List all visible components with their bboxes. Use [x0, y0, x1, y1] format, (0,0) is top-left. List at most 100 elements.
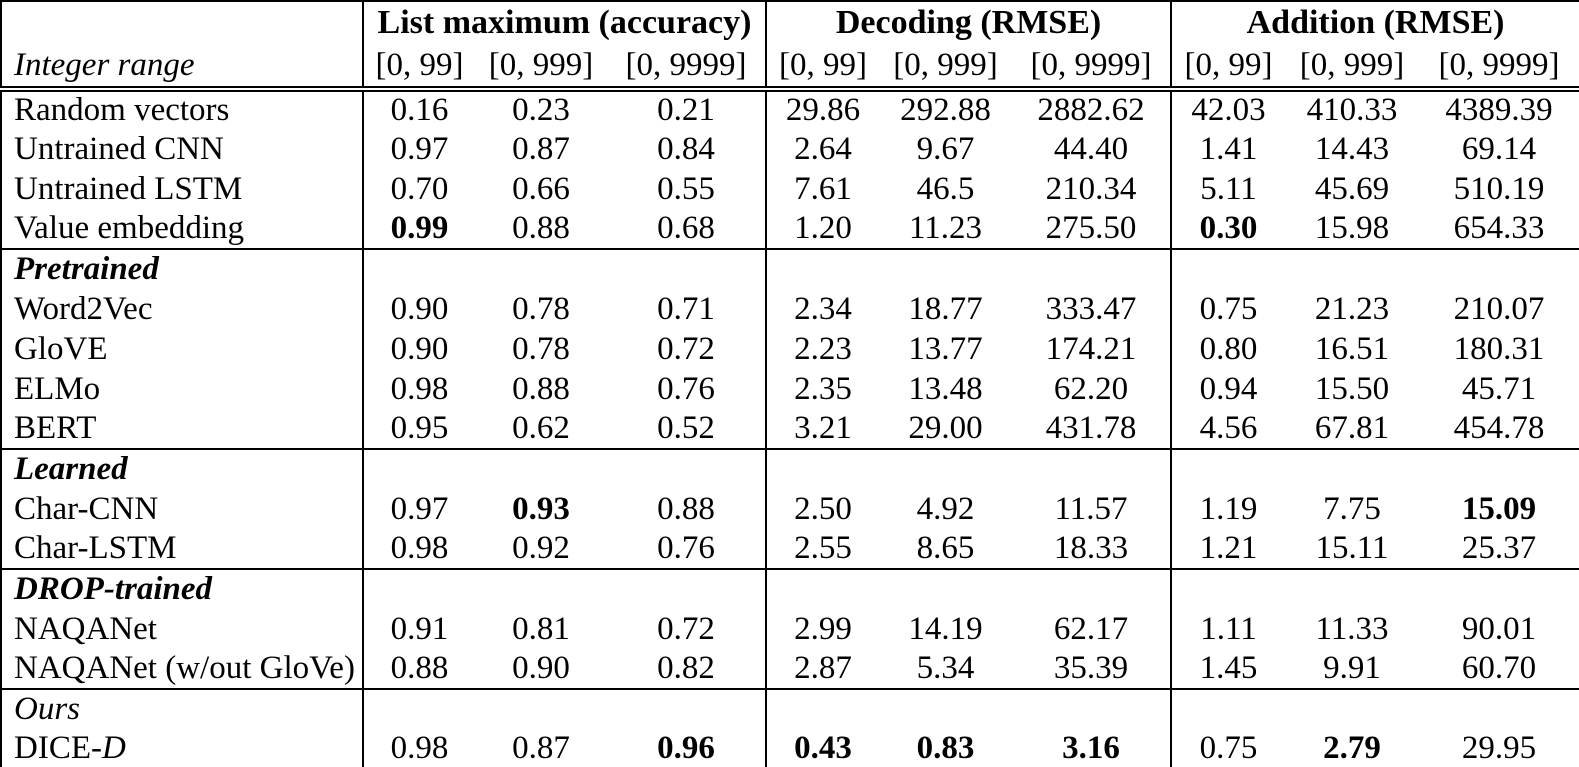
value-cell — [1170, 448, 1286, 489]
value-cell: 0.92 — [512, 530, 570, 566]
value-cell: 90.01 — [1461, 610, 1537, 647]
value-cell: 0.94 — [1170, 369, 1286, 409]
value-cell — [1419, 248, 1579, 289]
value-cell — [475, 248, 607, 289]
row-label: DICE-D — [14, 730, 126, 766]
value-cell: 3.21 — [765, 409, 880, 449]
value-cell: 0.87 — [512, 730, 570, 766]
value-cell: 0.68 — [657, 210, 715, 246]
value-cell: 1.45 — [1170, 649, 1286, 689]
row-label: Char-LSTM — [14, 530, 177, 566]
range-header-row: Integer range [0, 99] [0, 999] [0, 9999] [0… — [1, 44, 1579, 92]
value-cell: 431.78 — [1045, 410, 1137, 446]
value-cell: 0.75 — [1170, 289, 1286, 329]
value-cell: 0.97 — [362, 129, 475, 169]
value-cell: 15.11 — [1315, 530, 1389, 566]
value-cell: 5.11 — [1170, 169, 1286, 209]
value-cell: 2.79 — [1323, 730, 1381, 766]
value-cell: 2.50 — [765, 489, 880, 529]
value-cell: 0.75 — [1170, 729, 1286, 767]
value-cell — [879, 688, 1013, 729]
value-cell: 18.77 — [908, 290, 983, 327]
value-cell: 14.43 — [1314, 130, 1390, 167]
row-label: Char-CNN — [14, 490, 159, 527]
value-cell: 0.97 — [362, 489, 475, 529]
value-cell: 454.78 — [1453, 410, 1545, 446]
value-cell: 62.17 — [1053, 610, 1129, 647]
value-cell — [1285, 688, 1420, 729]
value-cell — [1419, 448, 1579, 489]
value-cell: 0.70 — [362, 169, 475, 209]
value-cell — [1170, 568, 1286, 609]
value-cell: 2.64 — [765, 129, 880, 169]
value-cell: 0.90 — [362, 289, 475, 329]
value-cell: 0.43 — [765, 729, 880, 767]
value-cell: 0.90 — [362, 329, 475, 369]
table-row: Char-CNN 0.97 0.93 0.88 2.50 4.92 11.57 1.19 7.7… — [1, 489, 1579, 529]
value-cell: 42.03 — [1170, 89, 1286, 129]
value-cell: 410.33 — [1306, 92, 1398, 128]
value-cell: 0.84 — [657, 130, 715, 167]
value-cell: 8.65 — [916, 530, 975, 566]
value-cell: 0.87 — [512, 130, 570, 167]
value-cell: 3.16 — [1062, 730, 1120, 766]
value-cell: 1.11 — [1170, 609, 1286, 649]
group-title: List maximum (accuracy) — [361, 1, 767, 44]
value-cell: 18.33 — [1053, 530, 1129, 566]
value-cell — [362, 248, 475, 289]
range-header: [0, 99] — [1170, 44, 1286, 92]
value-cell: 11.23 — [909, 210, 983, 246]
value-cell — [1170, 688, 1286, 729]
value-cell: 275.50 — [1045, 210, 1137, 246]
table-row: GloVE 0.90 0.78 0.72 2.23 13.77 174.21 0.80 16.5… — [1, 329, 1579, 369]
value-cell: 45.71 — [1461, 370, 1537, 407]
range-header: [0, 999] — [475, 44, 607, 92]
value-cell — [1012, 568, 1172, 609]
value-cell: 0.23 — [512, 92, 570, 128]
value-cell — [1419, 568, 1579, 609]
value-cell — [879, 248, 1013, 289]
value-cell: 35.39 — [1053, 650, 1129, 686]
value-cell: 0.96 — [657, 730, 715, 766]
row-label: BERT — [14, 410, 97, 446]
value-cell: 0.83 — [916, 730, 975, 766]
value-cell: 60.70 — [1461, 650, 1537, 686]
value-cell: 0.80 — [1170, 329, 1286, 369]
value-cell — [879, 448, 1013, 489]
value-cell: 5.34 — [916, 650, 975, 686]
group-title: Addition (RMSE) — [1170, 1, 1579, 44]
value-cell: 11.33 — [1315, 610, 1389, 647]
value-cell: 0.71 — [657, 290, 715, 327]
value-cell: 2.23 — [765, 329, 880, 369]
table-row: Random vectors 0.16 0.23 0.21 29.86 292.88 288… — [1, 89, 1579, 129]
value-cell: 16.51 — [1314, 330, 1390, 367]
value-cell — [1285, 248, 1420, 289]
value-cell: 4389.39 — [1445, 92, 1553, 128]
value-cell: 0.88 — [362, 649, 475, 689]
row-label: Value embedding — [14, 210, 245, 246]
value-cell: 0.88 — [657, 490, 715, 527]
range-header: [0, 99] — [362, 44, 475, 92]
value-cell: 2882.62 — [1037, 92, 1145, 128]
value-cell: 44.40 — [1053, 130, 1129, 167]
corner-cell — [1, 1, 363, 44]
value-cell — [765, 568, 880, 609]
value-cell: 210.07 — [1453, 290, 1545, 327]
value-cell: 0.88 — [512, 210, 570, 246]
table-row: BERT 0.95 0.62 0.52 3.21 29.00 431.78 4.56 67.81… — [1, 409, 1579, 449]
row-label: DROP-trained — [1, 568, 363, 609]
value-cell: 2.99 — [765, 609, 880, 649]
value-cell — [765, 248, 880, 289]
table-header: List maximum (accuracy) Decoding (RMSE) Ad… — [1, 1, 1579, 92]
value-cell: 29.86 — [765, 89, 880, 129]
value-cell: 67.81 — [1314, 410, 1390, 446]
value-cell — [362, 568, 475, 609]
value-cell — [475, 568, 607, 609]
table-body: Random vectors 0.16 0.23 0.21 29.86 292.88 288… — [1, 89, 1579, 767]
table-row: NAQANet 0.91 0.81 0.72 2.99 14.19 62.17 1.11 11.… — [1, 609, 1579, 649]
value-cell — [1012, 448, 1172, 489]
value-cell — [1285, 568, 1420, 609]
value-cell: 0.72 — [657, 610, 715, 647]
value-cell: 29.95 — [1461, 730, 1537, 766]
